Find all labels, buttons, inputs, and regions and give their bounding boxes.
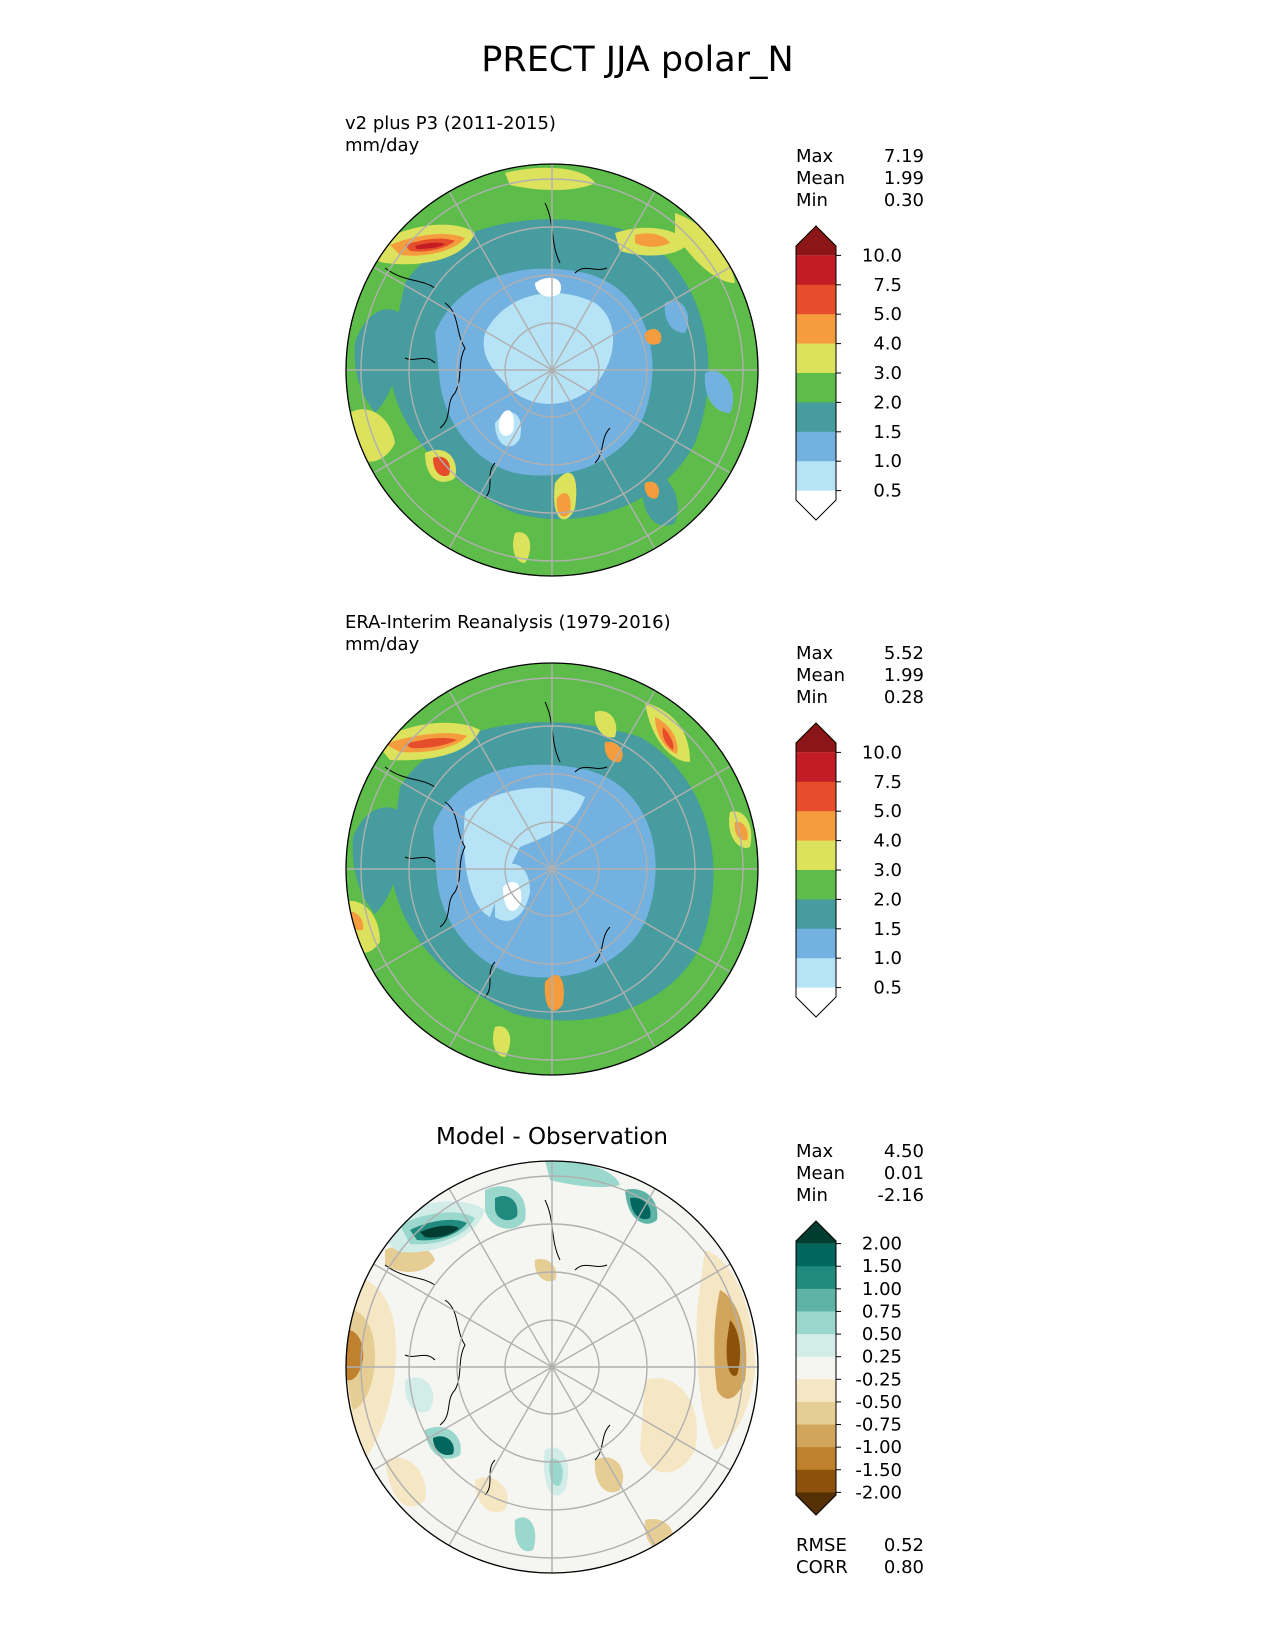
colorbar-segment [796, 226, 836, 256]
colorbar-segment [796, 1311, 836, 1335]
colorbar-tick-label: 1.5 [873, 919, 902, 940]
colorbar-segment [796, 1288, 836, 1312]
metric-corr: CORR 0.80 [796, 1557, 924, 1578]
colorbar-tick-label: 2.0 [873, 889, 902, 910]
colorbar-segment [796, 1334, 836, 1358]
panel-2-subtitle: ERA-Interim Reanalysis (1979-2016) [345, 612, 671, 633]
colorbar-segment [796, 1401, 836, 1426]
panel-1-header: v2 plus P3 (2011-2015) mm/day [345, 113, 556, 157]
colorbar-tick-label: 0.5 [873, 481, 902, 502]
colorbar-tick-label: 2.00 [862, 1234, 902, 1255]
panel-2-header: ERA-Interim Reanalysis (1979-2016) mm/da… [345, 612, 671, 656]
colorbar-outline [795, 225, 837, 521]
colorbar-segment [796, 1243, 836, 1267]
colorbar-segment [796, 1424, 836, 1448]
panel-3-title: Model - Observation [435, 1124, 669, 1150]
colorbar-tick-label: 10.0 [862, 742, 902, 763]
colorbar-tick-label: 3.0 [873, 363, 902, 384]
colorbar-segment [796, 958, 836, 989]
colorbar-tick-label: 0.5 [873, 978, 902, 999]
colorbar-tick-label: 5.0 [873, 801, 902, 822]
colorbar-tick-label: 10.0 [862, 245, 902, 266]
colorbar-segment [796, 1492, 836, 1515]
colorbar-segment [796, 343, 836, 374]
colorbar-tick-label: 0.50 [862, 1324, 902, 1345]
colorbar-segment [796, 490, 836, 520]
colorbar-tick-label: -2.00 [855, 1482, 902, 1503]
colorbar-tick-label: 7.5 [873, 772, 902, 793]
stat-min: Min 0.30 [796, 190, 924, 211]
colorbar-segment [796, 928, 836, 959]
colorbar-segment [796, 781, 836, 812]
colorbar-segment [796, 1447, 836, 1471]
colorbar-segment [796, 284, 836, 315]
colorbar-tick-label: 1.50 [862, 1256, 902, 1277]
colorbar-segment [796, 431, 836, 462]
colorbar-tick-label: -0.25 [855, 1369, 902, 1390]
panel-2-units: mm/day [345, 634, 420, 655]
colorbar-segment [796, 255, 836, 286]
colorbar-segment [796, 1221, 836, 1244]
colorbar-outline [795, 1220, 837, 1516]
stat-mean: Mean 1.99 [796, 665, 924, 686]
stat-min: Min 0.28 [796, 687, 924, 708]
colorbar-tick-label: 1.5 [873, 422, 902, 443]
colorbar-outline [795, 722, 837, 1018]
stat-max: Max 4.50 [796, 1141, 924, 1162]
figure-title: PRECT JJA polar_N [481, 40, 794, 80]
colorbar-segment [796, 899, 836, 930]
colorbar-segment [796, 1356, 836, 1380]
colorbar-tick-label: 5.0 [873, 304, 902, 325]
colorbar-tick-label: 1.00 [862, 1279, 902, 1300]
stat-min: Min -2.16 [796, 1185, 924, 1206]
colorbar-tick-label: -1.50 [855, 1460, 902, 1481]
colorbar-segment [796, 723, 836, 753]
colorbar-tick-label: 7.5 [873, 275, 902, 296]
panel-1-subtitle: v2 plus P3 (2011-2015) [345, 113, 556, 134]
stat-mean: Mean 1.99 [796, 168, 924, 189]
colorbar-tick-label: -0.75 [855, 1415, 902, 1436]
colorbar-segment [796, 987, 836, 1017]
panel-3-colorbar: 2.001.501.000.750.500.25-0.25-0.50-0.75-… [795, 1220, 902, 1516]
colorbar-tick-label: -0.50 [855, 1392, 902, 1413]
colorbar-tick-label: 2.0 [873, 392, 902, 413]
colorbar-segment [796, 811, 836, 842]
colorbar-segment [796, 870, 836, 900]
panel-3-stats: Max 4.50 Mean 0.01 Min -2.16 [796, 1141, 924, 1207]
panel-1-map [345, 163, 759, 577]
colorbar-tick-label: 0.25 [862, 1347, 902, 1368]
colorbar-tick-label: -1.00 [855, 1437, 902, 1458]
colorbar-segment [796, 314, 836, 345]
panel-3-metrics: RMSE 0.52 CORR 0.80 [796, 1535, 924, 1579]
colorbar-tick-label: 4.0 [873, 334, 902, 355]
panel-2-map [345, 662, 759, 1076]
stat-max: Max 5.52 [796, 643, 924, 664]
colorbar-tick-label: 3.0 [873, 860, 902, 881]
colorbar-tick-label: 1.0 [873, 451, 902, 472]
stat-mean: Mean 0.01 [796, 1163, 924, 1184]
colorbar-segment [796, 840, 836, 871]
colorbar-tick-label: 4.0 [873, 831, 902, 852]
colorbar-segment [796, 402, 836, 433]
colorbar-segment [796, 752, 836, 783]
stat-max: Max 7.19 [796, 146, 924, 167]
colorbar-segment [796, 373, 836, 403]
panel-2-stats: Max 5.52 Mean 1.99 Min 0.28 [796, 643, 924, 709]
colorbar-tick-label: 1.0 [873, 948, 902, 969]
colorbar-segment [796, 1379, 836, 1403]
colorbar-segment [796, 1469, 836, 1493]
panel-2-colorbar: 10.0 7.5 5.0 4.0 3.0 2.0 1.5 1.0 0.5 [795, 722, 902, 1018]
panel-1-colorbar: 10.0 7.5 5.0 4.0 3.0 2.0 1.5 1.0 0.5 [795, 225, 902, 521]
colorbar-segment [796, 461, 836, 492]
panel-3-map [345, 1160, 759, 1574]
panel-1-stats: Max 7.19 Mean 1.99 Min 0.30 [796, 146, 924, 212]
panel-1-units: mm/day [345, 135, 420, 156]
colorbar-segment [796, 1266, 836, 1290]
metric-rmse: RMSE 0.52 [796, 1535, 924, 1556]
colorbar-tick-label: 0.75 [862, 1301, 902, 1322]
